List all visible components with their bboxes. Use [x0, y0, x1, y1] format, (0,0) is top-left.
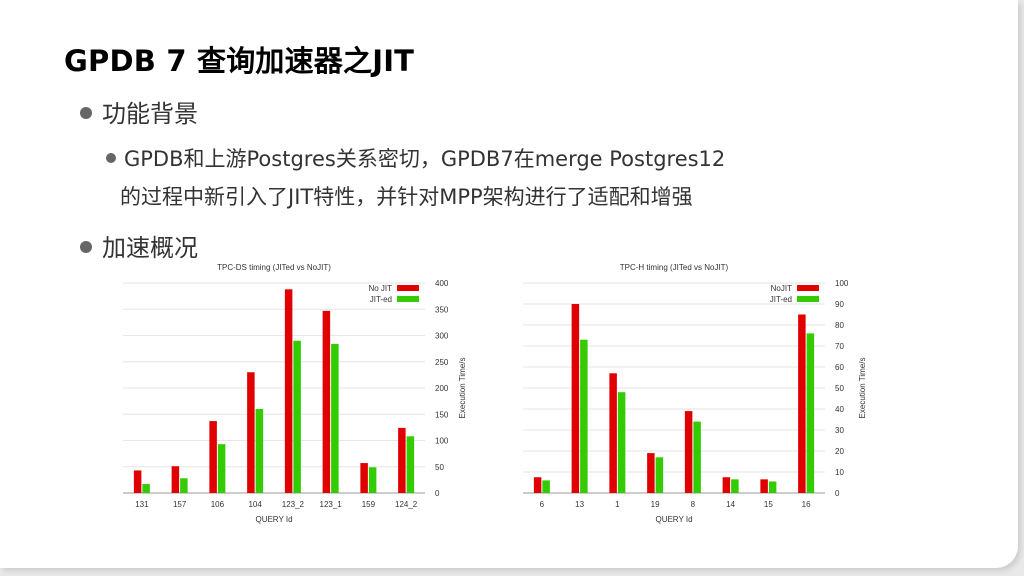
bullet-dot-icon — [80, 107, 92, 119]
x-tick-label: 19 — [651, 500, 660, 509]
x-tick-label: 159 — [362, 500, 376, 509]
y-axis-label: Execution Time/s — [858, 358, 867, 419]
legend-swatch — [797, 296, 819, 302]
x-tick-label: 106 — [211, 500, 225, 509]
bar — [255, 409, 264, 493]
bar — [217, 444, 226, 493]
bar — [533, 477, 542, 493]
y-tick-label: 100 — [835, 279, 849, 288]
bar — [368, 467, 377, 493]
chart-title: TPC-DS timing (JITed vs NoJIT) — [217, 263, 331, 272]
bar — [647, 453, 655, 493]
x-tick-label: 123_1 — [320, 500, 343, 509]
y-tick-label: 20 — [835, 447, 844, 456]
y-tick-label: 200 — [435, 384, 449, 393]
bar — [171, 466, 180, 493]
legend-swatch — [397, 285, 419, 291]
x-tick-label: 123_2 — [282, 500, 305, 509]
bar — [609, 373, 617, 493]
bullet-background-text: 功能背景 — [102, 100, 198, 128]
bar — [731, 479, 739, 493]
y-tick-label: 30 — [835, 426, 844, 435]
bar — [542, 480, 550, 493]
y-tick-label: 400 — [435, 279, 449, 288]
bar — [798, 314, 806, 493]
x-tick-label: 15 — [764, 500, 773, 509]
x-tick-label: 6 — [540, 500, 545, 509]
y-tick-label: 40 — [835, 405, 844, 414]
x-tick-label: 1 — [615, 500, 620, 509]
legend-swatch — [397, 296, 419, 302]
bar — [360, 463, 368, 493]
x-tick-label: 104 — [248, 500, 262, 509]
chart-title: TPC-H timing (JITed vs NoJIT) — [620, 263, 729, 272]
bar — [617, 392, 626, 493]
y-tick-label: 90 — [835, 300, 844, 309]
bullet-overview-text: 加速概况 — [102, 234, 198, 262]
y-tick-label: 0 — [835, 489, 840, 498]
bar — [284, 289, 293, 493]
x-tick-label: 14 — [726, 500, 735, 509]
y-tick-label: 50 — [435, 463, 444, 472]
x-axis-label: QUERY Id — [655, 515, 692, 524]
y-tick-label: 0 — [435, 489, 440, 498]
bar — [768, 481, 777, 493]
bar — [142, 484, 150, 493]
bullet-background: 功能背景 — [80, 94, 198, 129]
x-axis-label: QUERY Id — [255, 515, 292, 524]
y-axis-label: Execution Time/s — [458, 358, 467, 419]
sub-bullet-dot-icon — [106, 153, 116, 163]
slide-title: GPDB 7 查询加速器之JIT — [64, 44, 415, 78]
tpch-chart: TPC-H timing (JITed vs NoJIT) 0 10 20 30 40 50… — [523, 263, 867, 524]
tpcds-chart: TPC-DS timing (JITed vs NoJIT) 0 50 100 150 2… — [123, 263, 467, 524]
bar — [580, 339, 588, 493]
y-tick-label: 250 — [435, 358, 449, 367]
y-tick-label: 60 — [835, 363, 844, 372]
legend-label: No JIT — [368, 284, 392, 293]
bar — [209, 421, 217, 493]
bar — [133, 470, 142, 493]
x-tick-label: 16 — [802, 500, 811, 509]
legend-label: NoJIT — [771, 284, 792, 293]
bar — [684, 411, 693, 493]
legend-label: JIT-ed — [370, 295, 392, 304]
y-tick-label: 100 — [435, 437, 449, 446]
y-tick-label: 300 — [435, 332, 449, 341]
x-tick-label: 124_2 — [395, 500, 418, 509]
bullet-overview: 加速概况 — [80, 228, 198, 263]
sub-bullet: GPDB和上游Postgres关系密切，GPDB7在merge Postgres… — [106, 140, 725, 216]
bar — [693, 421, 701, 493]
bar — [722, 477, 731, 493]
bar — [760, 479, 768, 493]
y-tick-label: 70 — [835, 342, 844, 351]
bar — [293, 340, 301, 493]
legend-label: JIT-ed — [770, 295, 792, 304]
bar — [322, 310, 331, 493]
bar — [571, 304, 580, 493]
bullet-dot-icon — [80, 241, 92, 253]
bar — [247, 372, 255, 493]
x-tick-label: 157 — [173, 500, 187, 509]
bar — [398, 427, 406, 493]
sub-bullet-line2: 的过程中新引入了JIT特性，并针对MPP架构进行了适配和增强 — [120, 185, 693, 209]
bar — [180, 478, 188, 493]
sub-bullet-line1: GPDB和上游Postgres关系密切，GPDB7在merge Postgres… — [124, 147, 726, 171]
x-tick-label: 131 — [135, 500, 149, 509]
y-tick-label: 50 — [835, 384, 844, 393]
y-tick-label: 10 — [835, 468, 844, 477]
x-tick-label: 13 — [575, 500, 584, 509]
y-tick-label: 80 — [835, 321, 844, 330]
x-tick-label: 8 — [691, 500, 696, 509]
bar — [655, 457, 664, 493]
bar — [331, 343, 339, 493]
legend-swatch — [797, 285, 819, 291]
y-tick-label: 350 — [435, 305, 449, 314]
bar — [406, 436, 415, 493]
y-tick-label: 150 — [435, 410, 449, 419]
bar — [806, 333, 815, 493]
